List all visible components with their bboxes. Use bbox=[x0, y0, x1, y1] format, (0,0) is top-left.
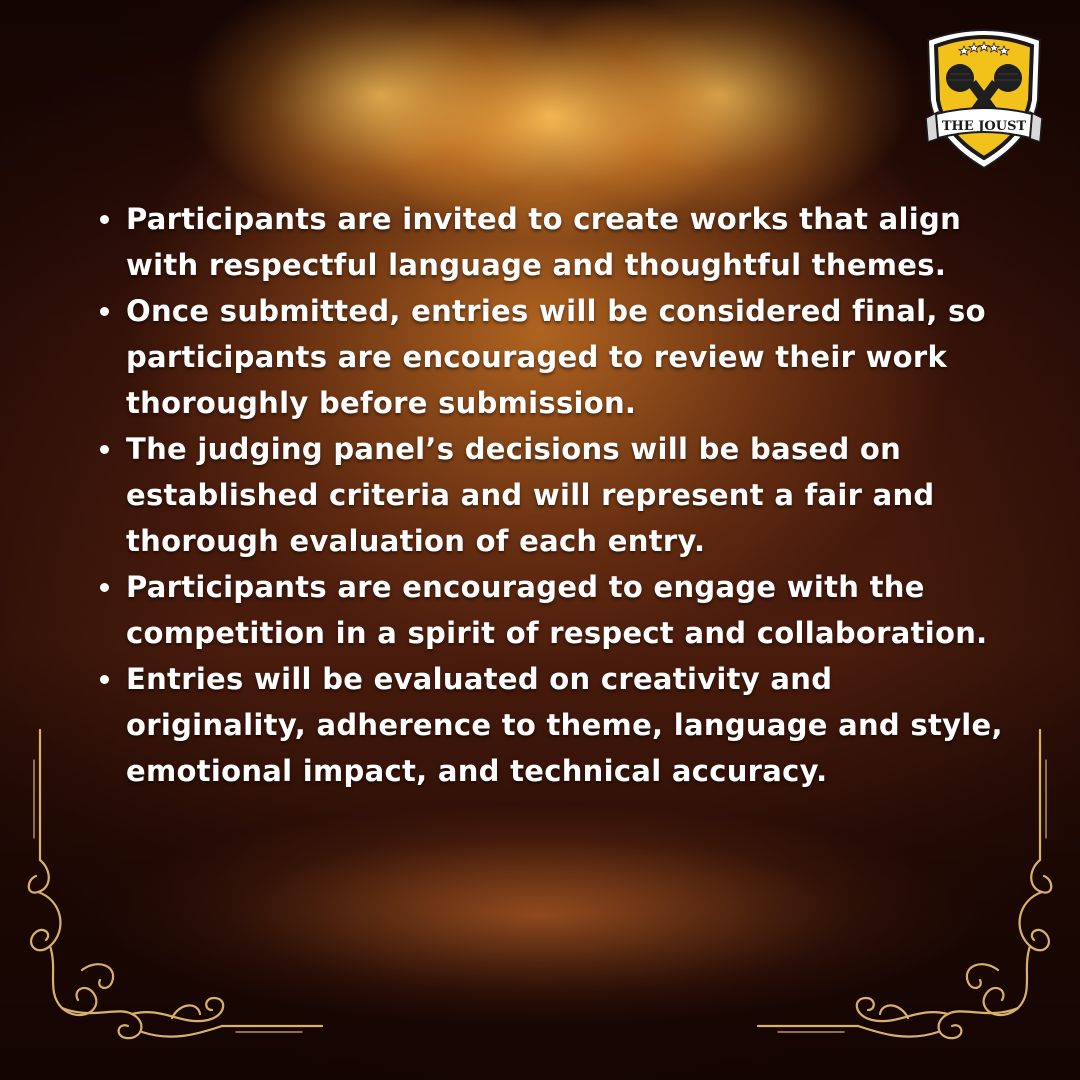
the-joust-logo: THE JOUST bbox=[920, 22, 1048, 172]
bullet-icon bbox=[100, 445, 109, 454]
bullet-icon bbox=[100, 215, 109, 224]
bullet-icon bbox=[100, 583, 109, 592]
rule-text: Once submitted, entries will be consider… bbox=[126, 294, 986, 420]
rule-text: Participants are invited to create works… bbox=[126, 202, 962, 282]
rule-item: Participants are invited to create works… bbox=[96, 196, 1016, 288]
rule-text: Participants are encouraged to engage wi… bbox=[126, 570, 988, 650]
rule-item: Entries will be evaluated on creativity … bbox=[96, 656, 1016, 794]
crossed-microphones-shield-icon: THE JOUST bbox=[925, 29, 1043, 170]
rule-item: Once submitted, entries will be consider… bbox=[96, 288, 1016, 426]
bullet-icon bbox=[100, 675, 109, 684]
bullet-icon bbox=[100, 307, 109, 316]
rule-item: Participants are encouraged to engage wi… bbox=[96, 564, 1016, 656]
rules-section: Participants are invited to create works… bbox=[96, 196, 1016, 794]
rules-list: Participants are invited to create works… bbox=[96, 196, 1016, 794]
rule-text: The judging panel’s decisions will be ba… bbox=[126, 432, 935, 558]
rule-item: The judging panel’s decisions will be ba… bbox=[96, 426, 1016, 564]
logo-text: THE JOUST bbox=[942, 119, 1027, 134]
rule-text: Entries will be evaluated on creativity … bbox=[126, 662, 1003, 788]
